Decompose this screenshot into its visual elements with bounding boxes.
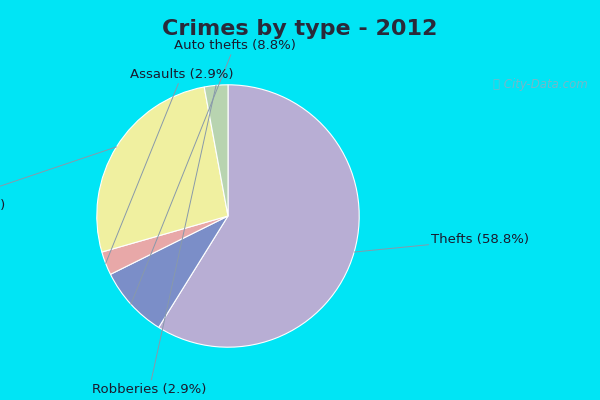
- Text: Assaults (2.9%): Assaults (2.9%): [106, 68, 234, 263]
- Text: Auto thefts (8.8%): Auto thefts (8.8%): [131, 39, 295, 304]
- Wedge shape: [97, 87, 228, 252]
- Text: Burglaries (26.5%): Burglaries (26.5%): [0, 147, 116, 212]
- Wedge shape: [102, 216, 228, 274]
- Wedge shape: [204, 85, 228, 216]
- Text: Robberies (2.9%): Robberies (2.9%): [92, 85, 216, 396]
- Wedge shape: [158, 85, 359, 347]
- Text: Crimes by type - 2012: Crimes by type - 2012: [163, 18, 437, 39]
- Wedge shape: [110, 216, 228, 327]
- Text: ⓘ City-Data.com: ⓘ City-Data.com: [493, 78, 588, 91]
- Text: Thefts (58.8%): Thefts (58.8%): [354, 233, 529, 252]
